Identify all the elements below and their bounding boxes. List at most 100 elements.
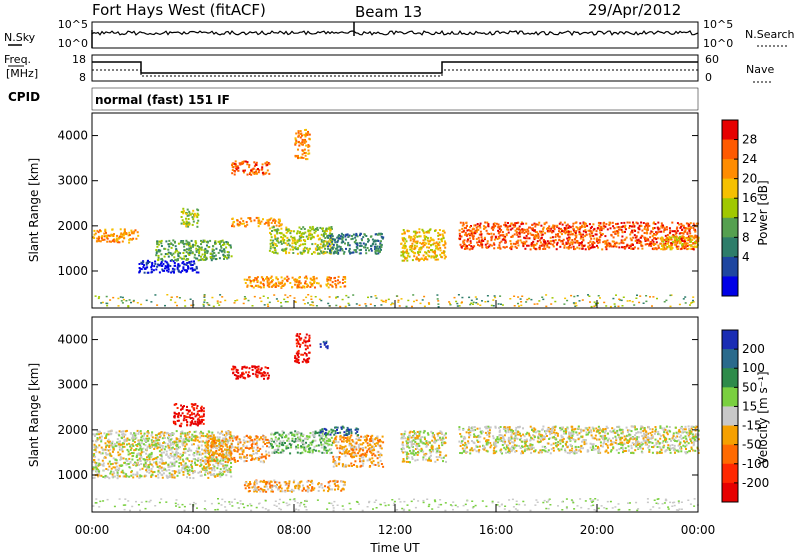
scatter-cell [250,444,253,446]
scatter-cell [572,229,575,232]
scatter-cell [540,230,543,233]
scatter-cell [166,476,169,479]
scatter-cell [174,403,177,406]
scatter-cell [188,248,191,251]
scatter-cell [190,411,193,414]
scatter-cell [195,267,198,270]
scatter-cell [628,225,631,227]
scatter-cell [186,423,189,426]
scatter-cell [328,252,331,255]
scatter-cell [175,248,178,251]
scatter-cell [255,277,258,280]
scatter-cell [170,455,173,458]
scatter-cell [105,453,108,456]
scatter-cell [97,238,100,241]
scatter-cell [206,441,209,444]
scatter-cell [225,434,228,436]
scatter-cell [165,265,168,268]
y-tick-label: 3000 [57,174,88,188]
scatter-cell [181,458,184,461]
scatter-cell [176,407,179,409]
scatter-cell [339,237,342,240]
scatter-cell [164,267,166,270]
scatter-cell [190,449,193,452]
scatter-cell [194,436,197,439]
scatter-cell [291,237,294,240]
scatter-cell [516,228,519,231]
scatter-cell [241,453,244,456]
scatter-cell [462,223,465,226]
scatter-cell [125,473,128,476]
scatter-cell [166,262,169,265]
scatter-cell [400,251,403,254]
scatter-cell [329,228,332,231]
scatter-cell [299,130,302,133]
scatter-cell [570,241,573,244]
scatter-cell [183,415,186,417]
scatter-cell [308,449,311,452]
scatter-cell [273,234,276,237]
scatter-cell [418,235,421,238]
scatter-cell [129,460,132,463]
scatter-cell [513,222,516,225]
scatter-cell [204,441,207,444]
scatter-cell [677,245,680,248]
scatter-cell [303,446,306,449]
scatter-cell [226,458,229,461]
scatter-cell [335,247,338,250]
scatter-cell [483,227,485,230]
scatter-cell [186,221,188,224]
scatter-cell [329,238,332,241]
scatter-cell [100,432,102,435]
scatter-cell [199,416,202,418]
scatter-cell [199,436,202,439]
scatter-cell [403,232,406,235]
scatter-cell [662,248,665,251]
scatter-cell [189,213,192,216]
ground-scatter-cell [492,299,495,301]
scatter-cell [185,437,187,440]
scatter-cell [679,232,682,235]
scatter-cell [532,234,534,237]
scatter-cell [485,246,488,249]
scatter-cell [325,227,328,230]
scatter-cell [246,440,249,443]
scatter-cell [182,438,185,441]
scatter-cell [193,212,196,215]
ground-scatter-cell [428,303,431,305]
scatter-cell [185,264,188,266]
scatter-cell [149,461,151,464]
scatter-cell [258,456,261,458]
scatter-cell [163,247,166,250]
scatter-cell [173,461,176,464]
scatter-cell [670,242,673,244]
scatter-cell [103,232,106,235]
scatter-cell [306,248,309,251]
scatter-cell [483,238,486,241]
scatter-cell [437,248,440,251]
scatter-cell [537,232,540,235]
scatter-cell [206,456,209,459]
scatter-cell [206,439,209,442]
scatter-cell [285,231,288,234]
ground-scatter-cell [120,300,123,302]
scatter-cell [188,470,191,473]
ground-scatter-cell [184,305,187,307]
scatter-cell [196,463,199,466]
scatter-cell [497,232,500,235]
scatter-cell [331,240,334,243]
scatter-cell [210,449,213,452]
y-tick-label: 1000 [57,264,88,278]
scatter-cell [288,244,291,247]
scatter-cell [338,245,341,248]
scatter-cell [211,248,214,251]
scatter-cell [134,434,137,436]
scatter-cell [609,244,612,247]
scatter-cell [255,168,258,171]
scatter-cell [202,419,205,421]
ground-scatter-cell [347,296,350,299]
scatter-cell [328,243,331,246]
scatter-cell [107,449,110,452]
scatter-cell [197,421,199,424]
scatter-cell [326,276,329,279]
